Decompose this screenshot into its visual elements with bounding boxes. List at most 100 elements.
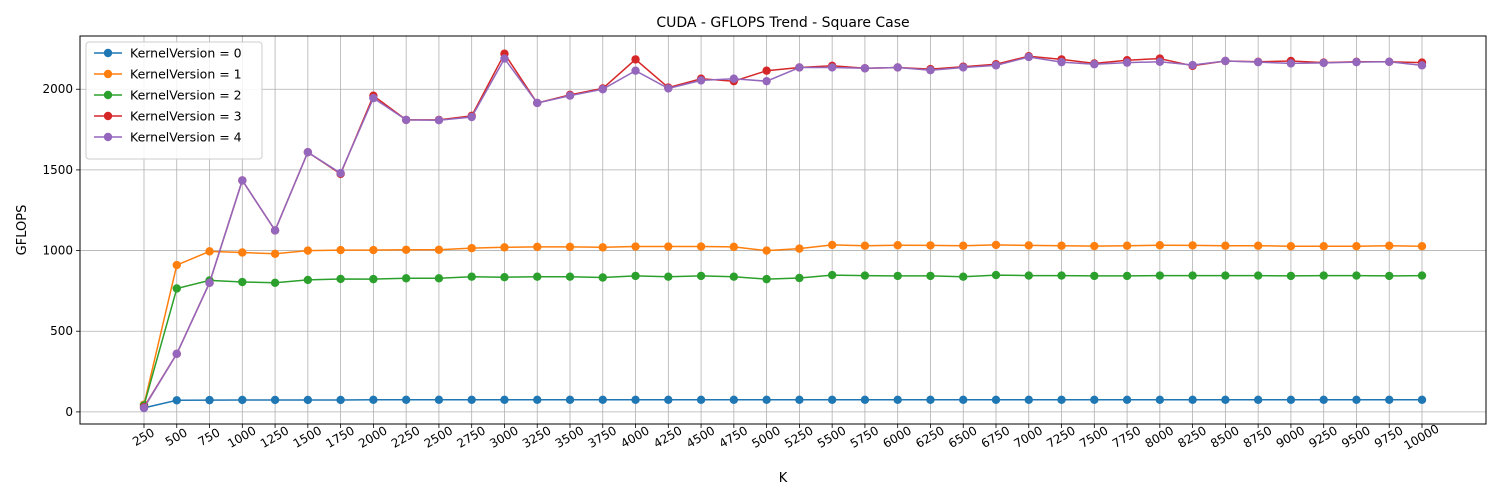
data-point — [205, 278, 214, 288]
data-point — [1188, 271, 1197, 280]
y-tick-label: 0 — [65, 405, 73, 419]
data-point — [959, 63, 968, 72]
data-point — [1090, 395, 1099, 405]
data-point — [664, 242, 673, 251]
y-tick-label: 1000 — [42, 244, 73, 258]
legend-label: KernelVersion = 3 — [130, 109, 242, 124]
data-point — [172, 349, 181, 359]
data-point — [1352, 57, 1361, 67]
data-point — [238, 248, 247, 257]
data-point — [598, 395, 607, 405]
data-point — [762, 76, 771, 86]
data-point — [795, 244, 804, 253]
plot-frame — [79, 35, 1487, 425]
data-point — [1385, 57, 1394, 67]
data-point — [270, 278, 280, 288]
data-point — [664, 272, 673, 281]
data-point — [893, 395, 902, 405]
data-point — [336, 274, 345, 284]
data-point — [1024, 52, 1033, 62]
data-point — [893, 241, 902, 250]
data-point — [434, 274, 444, 283]
data-point — [1155, 395, 1165, 405]
legend-label: KernelVersion = 0 — [130, 46, 242, 61]
data-point — [1090, 271, 1099, 281]
data-point — [696, 271, 706, 281]
data-point — [1221, 271, 1230, 280]
data-point — [1253, 271, 1263, 280]
data-point — [926, 241, 935, 250]
data-point — [205, 247, 214, 256]
legend-marker — [103, 69, 113, 79]
series-line — [143, 399, 1422, 409]
data-point — [598, 243, 607, 252]
data-point — [1286, 395, 1296, 405]
data-point — [729, 272, 739, 281]
data-point — [172, 396, 181, 405]
series-line — [143, 274, 1423, 406]
data-point — [401, 395, 411, 405]
data-point — [959, 395, 968, 405]
data-point — [631, 66, 640, 75]
data-point — [959, 272, 968, 281]
data-point — [238, 277, 247, 287]
data-point — [533, 98, 542, 108]
data-point — [270, 249, 280, 258]
series-4 — [139, 52, 1427, 413]
legend-label: KernelVersion = 1 — [130, 67, 242, 82]
data-point — [500, 243, 509, 252]
legend-marker — [103, 90, 113, 100]
data-point — [1319, 395, 1328, 405]
data-point — [303, 147, 313, 157]
data-point — [1253, 241, 1263, 250]
data-point — [1188, 395, 1197, 405]
data-point — [434, 395, 444, 405]
data-point — [991, 61, 1001, 70]
data-point — [500, 272, 509, 282]
data-point — [631, 55, 640, 64]
data-point — [762, 66, 771, 75]
data-point — [893, 271, 902, 281]
data-point — [1155, 241, 1165, 250]
data-point — [270, 226, 280, 235]
data-point — [926, 271, 935, 281]
data-point — [860, 64, 870, 73]
data-point — [303, 275, 313, 285]
series-line — [143, 244, 1423, 405]
axes: 250 500 750 1000 1250 1500 1750 2000 2250 2500 275… — [42, 82, 1441, 453]
data-point — [1122, 271, 1132, 281]
data-point — [533, 395, 542, 405]
data-point — [500, 54, 509, 63]
series-1 — [139, 240, 1427, 409]
series-layer — [139, 49, 1427, 413]
data-point — [762, 395, 771, 405]
data-point — [270, 395, 280, 405]
legend-item: KernelVersion = 1 — [94, 67, 242, 82]
data-point — [795, 395, 804, 405]
data-point — [238, 176, 247, 185]
data-point — [860, 271, 870, 280]
data-point — [1122, 241, 1132, 250]
data-point — [860, 395, 870, 405]
data-point — [1221, 395, 1230, 405]
data-point — [827, 395, 837, 405]
data-point — [860, 241, 870, 250]
data-point — [1385, 241, 1394, 250]
data-point — [1024, 271, 1033, 280]
data-point — [1155, 57, 1165, 67]
data-point — [369, 93, 378, 103]
data-point — [696, 242, 706, 251]
legend-marker — [103, 132, 113, 142]
data-point — [533, 272, 542, 281]
data-point — [729, 74, 739, 83]
data-point — [1319, 271, 1328, 280]
data-point — [729, 395, 739, 405]
data-point — [598, 273, 607, 282]
data-point — [1385, 271, 1394, 281]
data-point — [1385, 395, 1394, 405]
data-point — [1155, 271, 1165, 280]
data-point — [631, 242, 640, 251]
data-point — [369, 245, 378, 255]
legend-label: KernelVersion = 4 — [130, 130, 242, 145]
